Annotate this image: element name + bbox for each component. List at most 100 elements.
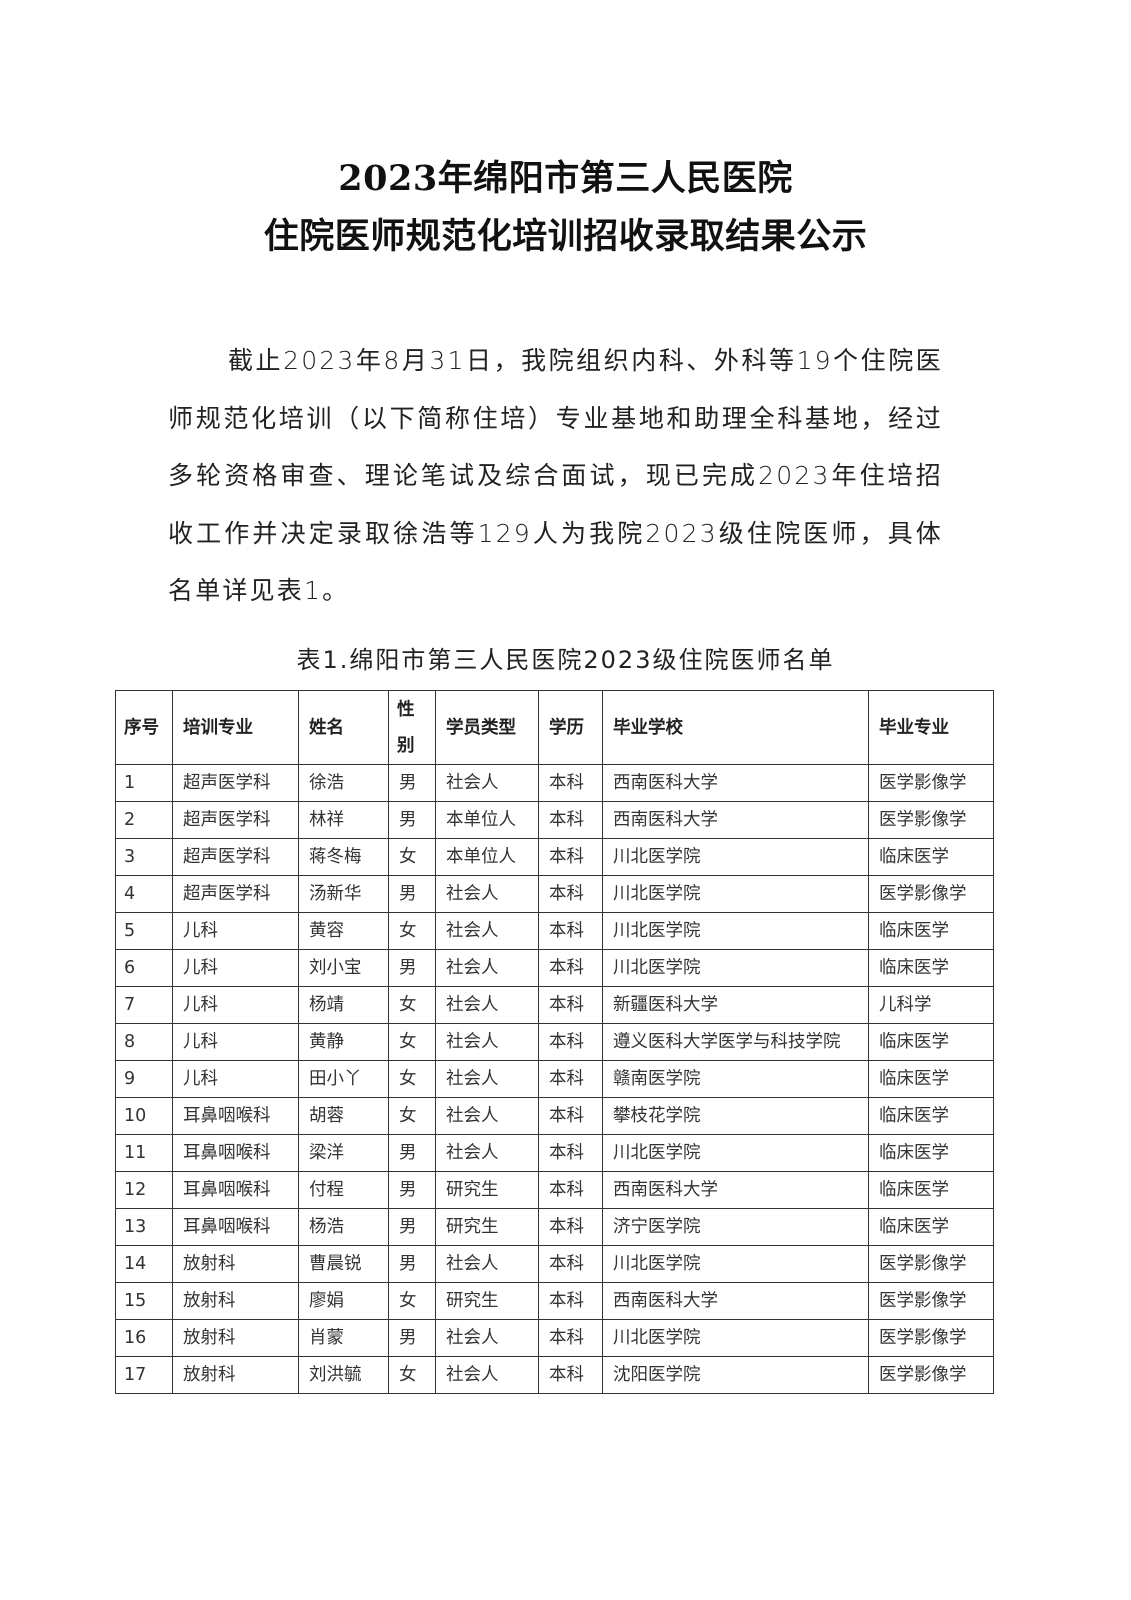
cell-trainee-type: 本单位人 xyxy=(435,838,539,876)
table-row: 13 耳鼻咽喉科 杨浩男研究生 本科 济宁医学院 临床医学 xyxy=(115,1208,994,1246)
cell-education: 本科 xyxy=(538,1171,603,1209)
table-row: 3 超声医学科 蒋冬梅女本单位人 本科 川北医学院 临床医学 xyxy=(115,838,994,876)
cell-gender: 女 xyxy=(388,1356,436,1394)
cell-major: 临床医学 xyxy=(868,912,994,950)
cell-education: 本科 xyxy=(538,1319,603,1357)
cell-specialty: 放射科 xyxy=(172,1282,299,1320)
cell-major: 医学影像学 xyxy=(868,1245,994,1283)
cell-trainee-type: 社会人 xyxy=(435,1356,539,1394)
cell-education: 本科 xyxy=(538,949,603,987)
cell-major: 医学影像学 xyxy=(868,1319,994,1357)
cell-education: 本科 xyxy=(538,1023,603,1061)
cell-major: 儿科学 xyxy=(868,986,994,1024)
cell-gender: 男 xyxy=(388,949,436,987)
table-row: 8 儿科 黄静女社会人 本科 遵义医科大学医学与科技学院 临床医学 xyxy=(115,1023,994,1061)
cell-school: 川北医学院 xyxy=(602,1245,869,1283)
residents-table: 序号 培训专业 姓名 性别 学员类型 学历 毕业学校 毕业专业 1 超声医学科 徐浩男社会人 本科西… xyxy=(115,690,994,1394)
cell-specialty: 儿科 xyxy=(172,949,299,987)
cell-name: 曹晨锐 xyxy=(298,1245,389,1283)
cell-school: 沈阳医学院 xyxy=(602,1356,869,1394)
cell-trainee-type: 社会人 xyxy=(435,1023,539,1061)
cell-education: 本科 xyxy=(538,1134,603,1172)
table-row: 5 儿科 黄容女社会人 本科 川北医学院 临床医学 xyxy=(115,912,994,950)
cell-education: 本科 xyxy=(538,1245,603,1283)
cell-name: 廖娟 xyxy=(298,1282,389,1320)
cell-major: 临床医学 xyxy=(868,1171,994,1209)
cell-gender: 女 xyxy=(388,986,436,1024)
cell-major: 临床医学 xyxy=(868,1060,994,1098)
cell-school: 西南医科大学 xyxy=(602,764,869,802)
cell-school: 川北医学院 xyxy=(602,949,869,987)
cell-gender: 女 xyxy=(388,1060,436,1098)
cell-gender: 男 xyxy=(388,1208,436,1246)
cell-trainee-type: 社会人 xyxy=(435,875,539,913)
cell-school: 攀枝花学院 xyxy=(602,1097,869,1135)
cell-gender: 女 xyxy=(388,838,436,876)
table-row: 12 耳鼻咽喉科 付程男研究生 本科 西南医科大学 临床医学 xyxy=(115,1171,994,1209)
cell-major: 临床医学 xyxy=(868,1208,994,1246)
document-title-line-2: 住院医师规范化培训招收录取结果公示 xyxy=(263,216,868,257)
cell-school: 川北医学院 xyxy=(602,875,869,913)
cell-major: 医学影像学 xyxy=(868,875,994,913)
cell-index: 15 xyxy=(115,1282,173,1320)
table-row: 15 放射科 廖娟女研究生 本科 西南医科大学 医学影像学 xyxy=(115,1282,994,1320)
cell-school: 西南医科大学 xyxy=(602,801,869,839)
cell-education: 本科 xyxy=(538,875,603,913)
document-title-line-1: 2023年绵阳市第三人民医院 xyxy=(338,158,793,199)
cell-name: 蒋冬梅 xyxy=(298,838,389,876)
table-row: 6 儿科 刘小宝男社会人 本科 川北医学院 临床医学 xyxy=(115,949,994,987)
cell-name: 肖蒙 xyxy=(298,1319,389,1357)
cell-gender: 男 xyxy=(388,1245,436,1283)
cell-specialty: 放射科 xyxy=(172,1319,299,1357)
cell-school: 西南医科大学 xyxy=(602,1282,869,1320)
table-row: 2 超声医学科 林祥男本单位人 本科 西南医科大学 医学影像学 xyxy=(115,801,994,839)
cell-gender: 男 xyxy=(388,764,436,802)
cell-education: 本科 xyxy=(538,1282,603,1320)
cell-index: 7 xyxy=(115,986,173,1024)
table-row: 1 超声医学科 徐浩男社会人 本科 西南医科大学 医学影像学 xyxy=(115,764,994,802)
cell-name: 梁洋 xyxy=(298,1134,389,1172)
header-trainee-type: 学员类型 xyxy=(435,690,539,765)
cell-index: 10 xyxy=(115,1097,173,1135)
cell-trainee-type: 社会人 xyxy=(435,1319,539,1357)
header-school: 毕业学校 xyxy=(602,690,869,765)
cell-gender: 女 xyxy=(388,1282,436,1320)
cell-school: 新疆医科大学 xyxy=(602,986,869,1024)
cell-index: 6 xyxy=(115,949,173,987)
cell-specialty: 超声医学科 xyxy=(172,875,299,913)
cell-name: 黄容 xyxy=(298,912,389,950)
cell-specialty: 超声医学科 xyxy=(172,838,299,876)
cell-major: 临床医学 xyxy=(868,1097,994,1135)
cell-name: 杨靖 xyxy=(298,986,389,1024)
table-row: 9 儿科 田小丫女社会人 本科 赣南医学院 临床医学 xyxy=(115,1060,994,1098)
cell-major: 医学影像学 xyxy=(868,1282,994,1320)
cell-index: 1 xyxy=(115,764,173,802)
header-gender: 性别 xyxy=(388,690,436,765)
cell-trainee-type: 本单位人 xyxy=(435,801,539,839)
cell-specialty: 耳鼻咽喉科 xyxy=(172,1134,299,1172)
cell-major: 临床医学 xyxy=(868,949,994,987)
cell-name: 汤新华 xyxy=(298,875,389,913)
cell-major: 医学影像学 xyxy=(868,1356,994,1394)
cell-school: 川北医学院 xyxy=(602,912,869,950)
cell-education: 本科 xyxy=(538,1097,603,1135)
cell-major: 临床医学 xyxy=(868,838,994,876)
cell-index: 3 xyxy=(115,838,173,876)
cell-trainee-type: 社会人 xyxy=(435,912,539,950)
table-header-row: 序号 培训专业 姓名 性别 学员类型 学历 毕业学校 毕业专业 xyxy=(115,690,994,765)
table-caption: 表1.绵阳市第三人民医院2023级住院医师名单 xyxy=(296,646,835,674)
header-name: 姓名 xyxy=(298,690,389,765)
intro-paragraph: 截止2023年8月31日，我院组织内科、外科等19个住院医师规范化培训（以下简称… xyxy=(168,346,943,605)
cell-trainee-type: 研究生 xyxy=(435,1171,539,1209)
cell-index: 13 xyxy=(115,1208,173,1246)
cell-specialty: 耳鼻咽喉科 xyxy=(172,1171,299,1209)
cell-index: 14 xyxy=(115,1245,173,1283)
cell-trainee-type: 研究生 xyxy=(435,1282,539,1320)
cell-index: 17 xyxy=(115,1356,173,1394)
cell-index: 2 xyxy=(115,801,173,839)
cell-major: 医学影像学 xyxy=(868,801,994,839)
cell-specialty: 耳鼻咽喉科 xyxy=(172,1097,299,1135)
cell-specialty: 放射科 xyxy=(172,1356,299,1394)
cell-school: 川北医学院 xyxy=(602,1319,869,1357)
cell-name: 刘洪毓 xyxy=(298,1356,389,1394)
